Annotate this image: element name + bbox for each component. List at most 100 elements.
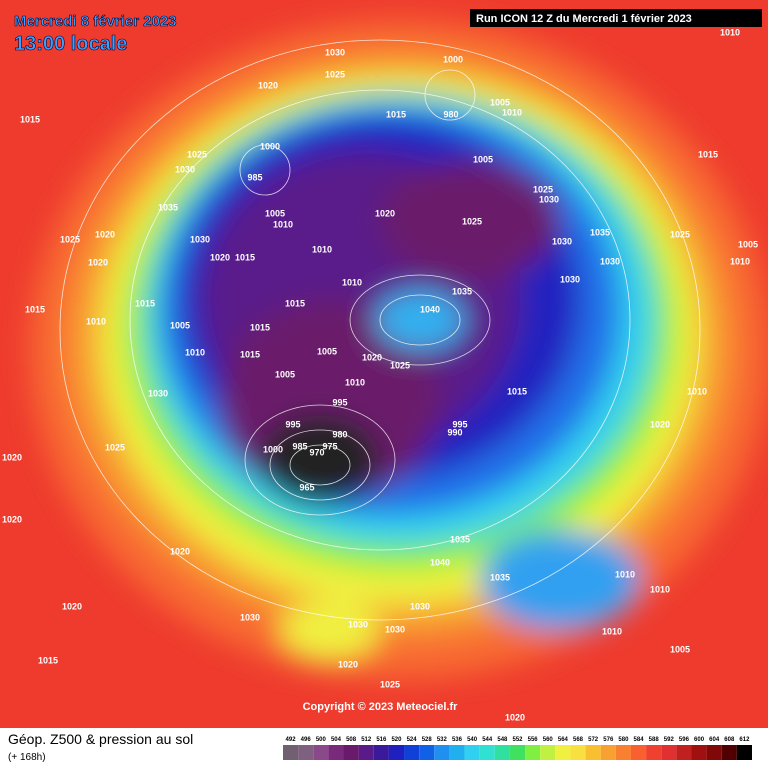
isobar-label: 1020 (362, 352, 382, 362)
isobar-label: 1010 (650, 584, 670, 594)
colorbar-swatch (585, 745, 601, 760)
isobar-label: 1010 (502, 107, 522, 117)
isobar-label: 1015 (235, 252, 255, 262)
isobar-label: 1005 (275, 369, 295, 379)
isobar-label: 1010 (312, 244, 332, 254)
isobar-label: 1035 (590, 227, 610, 237)
isobar-label: 1030 (175, 164, 195, 174)
colorbar-swatch (358, 745, 374, 760)
isobar-label: 985 (247, 172, 262, 182)
isobar-label: 1030 (148, 388, 168, 398)
isobar-label: 1010 (273, 219, 293, 229)
colorbar-tick-label: 564 (558, 737, 569, 743)
isobar-label: 1005 (265, 208, 285, 218)
colorbar-swatch (494, 745, 510, 760)
isobar-label: 1010 (730, 256, 750, 266)
colorbar-tick-label: 504 (331, 737, 342, 743)
colorbar-tick-label: 512 (361, 737, 372, 743)
isobar-label: 1000 (263, 444, 283, 454)
colorbar-tick-label: 576 (603, 737, 614, 743)
isobar-label: 1015 (20, 114, 40, 124)
colorbar-tick-label: 612 (739, 737, 750, 743)
isobar-label: 995 (452, 419, 467, 429)
isobar-label: 1020 (2, 514, 22, 524)
isobar-label: 1025 (533, 184, 553, 194)
isobar-label: 1015 (38, 655, 58, 665)
isobar-label: 1035 (490, 572, 510, 582)
colorbar-tick-label: 608 (724, 737, 735, 743)
colorbar-swatch (615, 745, 631, 760)
isobar-label: 1010 (720, 27, 740, 37)
isobar-label: 1030 (348, 619, 368, 629)
colorbar-tick-label: 572 (588, 737, 599, 743)
colorbar-swatch (600, 745, 616, 760)
isobar-label: 1035 (452, 286, 472, 296)
colorbar-swatch (555, 745, 571, 760)
isobars (59, 39, 701, 621)
isobar-label: 990 (447, 427, 462, 437)
colorbar-tick-label: 584 (634, 737, 645, 743)
colorbar-swatch (661, 745, 677, 760)
isobar-label: 1030 (552, 236, 572, 246)
isobar-label: 1015 (135, 298, 155, 308)
isobar-label: 1015 (386, 109, 406, 119)
colorbar-tick-label: 500 (316, 737, 327, 743)
isobar-label: 1000 (443, 54, 463, 64)
colorbar-swatch (646, 745, 662, 760)
colorbar-tick-label: 532 (437, 737, 448, 743)
colorbar-swatch (676, 745, 692, 760)
geopotential-field (30, 20, 768, 680)
isobar-label: 1030 (410, 601, 430, 611)
isobar-label: 985 (292, 441, 307, 451)
colorbar-swatch (298, 745, 314, 760)
colorbar-tick-label: 556 (528, 737, 539, 743)
isobar-label: 1015 (25, 304, 45, 314)
isobar-label: 1030 (560, 274, 580, 284)
run-info: Run ICON 12 Z du Mercredi 1 février 2023 (476, 13, 692, 25)
colorbar-tick-label: 544 (482, 737, 493, 743)
isobar-label: 975 (322, 441, 337, 451)
colorbar-tick-label: 604 (709, 737, 720, 743)
colorbar-swatch (404, 745, 420, 760)
isobar-label: 1025 (105, 442, 125, 452)
colorbar-tick-label: 600 (694, 737, 705, 743)
colorbar-tick-label: 548 (497, 737, 508, 743)
isobar-label: 1030 (240, 612, 260, 622)
colorbar-swatch (449, 745, 465, 760)
isobar-label: 1010 (687, 386, 707, 396)
isobar-label: 965 (299, 482, 314, 492)
colorbar-swatch (388, 745, 405, 760)
colorbar-tick-label: 592 (664, 737, 675, 743)
isobar-label: 995 (332, 397, 347, 407)
isobar-label: 980 (443, 109, 458, 119)
isobar-label: 1025 (670, 229, 690, 239)
colorbar-tick-label: 524 (407, 737, 418, 743)
colorbar-swatch (479, 745, 495, 760)
colorbar-swatch (691, 745, 707, 760)
isobar-label: 1025 (325, 69, 345, 79)
isobar-label: 1020 (95, 229, 115, 239)
run-box (470, 9, 762, 27)
colorbar-swatch (343, 745, 359, 760)
legend: Géop. Z500 & pression au sol (+ 168h) 49… (8, 731, 752, 763)
colorbar-swatch (570, 745, 586, 760)
isobar-label: 1025 (380, 679, 400, 689)
isobar-label: 1030 (190, 234, 210, 244)
colorbar-tick-label: 516 (376, 737, 387, 743)
isobar-label: 1005 (317, 346, 337, 356)
colorbar-tick-label: 596 (679, 737, 690, 743)
isobar-label: 1010 (602, 626, 622, 636)
legend-title: Géop. Z500 & pression au sol (8, 731, 193, 747)
colorbar-swatch (525, 745, 541, 760)
colorbar-tick-label: 580 (618, 737, 629, 743)
isobar-label: 1020 (258, 80, 278, 90)
colorbar-swatch (736, 745, 752, 760)
isobar-label: 1015 (240, 349, 260, 359)
isobar-label: 1005 (490, 97, 510, 107)
isobar-label: 980 (332, 429, 347, 439)
isobar-label: 1015 (507, 386, 527, 396)
colorbar-swatch (419, 745, 435, 760)
colorbar-tick-label: 528 (422, 737, 433, 743)
isobar-label: 1030 (539, 194, 559, 204)
colorbar-tick-label: 568 (573, 737, 584, 743)
